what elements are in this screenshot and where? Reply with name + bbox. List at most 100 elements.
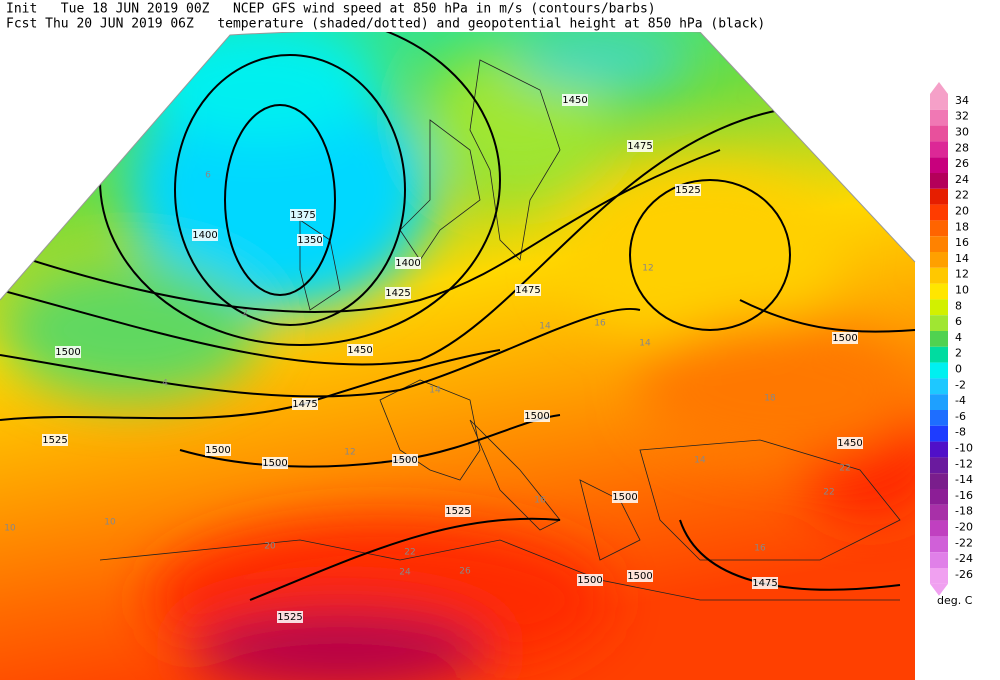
- colorbar-swatch: [930, 252, 948, 268]
- temperature-label: 10: [104, 518, 116, 528]
- colorbar-swatch: [930, 394, 948, 410]
- colorbar-label: 32: [955, 110, 969, 123]
- temperature-label: 18: [764, 394, 776, 404]
- temperature-label: 16: [594, 319, 606, 329]
- colorbar-swatch: [930, 331, 948, 347]
- colorbar-swatch: [930, 489, 948, 505]
- height-label-bg: [55, 346, 81, 358]
- colorbar-label: -20: [955, 521, 973, 534]
- colorbar-label: 24: [955, 173, 969, 186]
- colorbar-label: -16: [955, 489, 973, 502]
- colorbar-swatch: [930, 552, 948, 568]
- colorbar-swatch: [930, 141, 948, 158]
- colorbar-label: -8: [955, 426, 966, 439]
- height-label: 1525: [675, 185, 700, 196]
- height-label: 1400: [192, 230, 217, 241]
- height-label: 1450: [347, 345, 372, 356]
- height-label-bg: [627, 140, 653, 152]
- height-label: 1475: [515, 285, 540, 296]
- height-label: 1500: [577, 575, 602, 586]
- colorbar-swatch: [930, 236, 948, 252]
- height-label-bg: [205, 444, 231, 456]
- height-label-bg: [192, 229, 218, 241]
- height-label: 1500: [524, 411, 549, 422]
- colorbar-label: -12: [955, 457, 973, 470]
- colorbar-arrow: [930, 82, 948, 94]
- colorbar-swatch: [930, 94, 948, 110]
- colorbar-label: -10: [955, 442, 973, 455]
- height-label-bg: [395, 257, 421, 269]
- colorbar-label: -2: [955, 378, 966, 391]
- temperature-label: 4: [162, 379, 168, 389]
- temperature-label: 22: [823, 488, 834, 498]
- colorbar-swatch: [930, 157, 948, 173]
- height-label: 1500: [392, 455, 417, 466]
- colorbar-swatch: [930, 299, 948, 316]
- colorbar-swatch: [930, 504, 948, 521]
- colorbar-label: -6: [955, 410, 966, 423]
- temperature-label: 14: [694, 456, 706, 466]
- height-label: 1500: [627, 571, 652, 582]
- colorbar-label: 16: [955, 236, 969, 249]
- height-label-bg: [385, 287, 411, 299]
- colorbar-swatch: [930, 283, 948, 300]
- height-label: 1375: [290, 210, 315, 221]
- height-label-bg: [524, 410, 550, 422]
- height-label-bg: [290, 209, 316, 221]
- temperature-label: 12: [642, 264, 653, 274]
- height-label-bg: [392, 454, 418, 466]
- height-label: 1475: [292, 399, 317, 410]
- colorbar-label: -24: [955, 552, 973, 565]
- height-label: 1500: [205, 445, 230, 456]
- height-label-bg: [562, 94, 588, 106]
- colorbar-label: 30: [955, 126, 969, 139]
- colorbar-label: -14: [955, 473, 973, 486]
- height-label-bg: [675, 184, 701, 196]
- height-label: 1500: [612, 492, 637, 503]
- colorbar-unit: deg. C: [937, 594, 973, 607]
- height-label: 1350: [297, 235, 322, 246]
- height-label-bg: [292, 398, 318, 410]
- height-label: 1450: [837, 438, 862, 449]
- colorbar-label: 34: [955, 94, 969, 107]
- colorbar-label: 10: [955, 284, 969, 297]
- colorbar-swatch: [930, 220, 948, 237]
- height-label-bg: [297, 234, 323, 246]
- temperature-label: 20: [264, 542, 276, 552]
- colorbar-swatch: [930, 315, 948, 331]
- temperature-label: 14: [539, 322, 551, 332]
- colorbar-swatch: [930, 520, 948, 537]
- temperature-label: 26: [459, 567, 471, 577]
- colorbar-label: 14: [955, 252, 969, 265]
- colorbar-swatch: [930, 441, 948, 458]
- colorbar-label: -18: [955, 505, 973, 518]
- colorbar-label: 26: [955, 157, 969, 170]
- colorbar-swatch: [930, 473, 948, 489]
- colorbar-label: 28: [955, 141, 969, 154]
- temperature-label: 22: [839, 464, 850, 474]
- height-label-bg: [612, 491, 638, 503]
- colorbar-label: 2: [955, 347, 962, 360]
- colorbar-swatch: [930, 425, 948, 442]
- colorbar-label: -4: [955, 394, 966, 407]
- colorbar-label: 8: [955, 299, 962, 312]
- map-labels: 1450 1475 1525 1375 1350 1400 1400 1425 1450 1475…: [4, 94, 863, 623]
- height-label-bg: [42, 434, 68, 446]
- temperature-label: 2: [242, 309, 248, 319]
- height-label: 1475: [627, 141, 652, 152]
- colorbar-swatch: [930, 125, 948, 142]
- colorbar-label: -26: [955, 568, 973, 581]
- colorbar-swatch: [930, 109, 948, 126]
- height-label: 1525: [277, 612, 302, 623]
- colorbar-swatch: [930, 536, 948, 553]
- temperature-label: 14: [639, 339, 651, 349]
- height-label-bg: [347, 344, 373, 356]
- temperature-label: 24: [399, 568, 411, 578]
- colorbar-label: 22: [955, 189, 969, 202]
- colorbar: 3432302826242220181614121086420-2-4-6-8-…: [930, 82, 973, 607]
- header-line: Fcst Thu 20 JUN 2019 06Z temperature (sh…: [6, 17, 765, 32]
- colorbar-swatch: [930, 188, 948, 205]
- header-line: Init Tue 18 JUN 2019 00Z NCEP GFS wind s…: [6, 2, 656, 17]
- height-label-bg: [752, 577, 778, 589]
